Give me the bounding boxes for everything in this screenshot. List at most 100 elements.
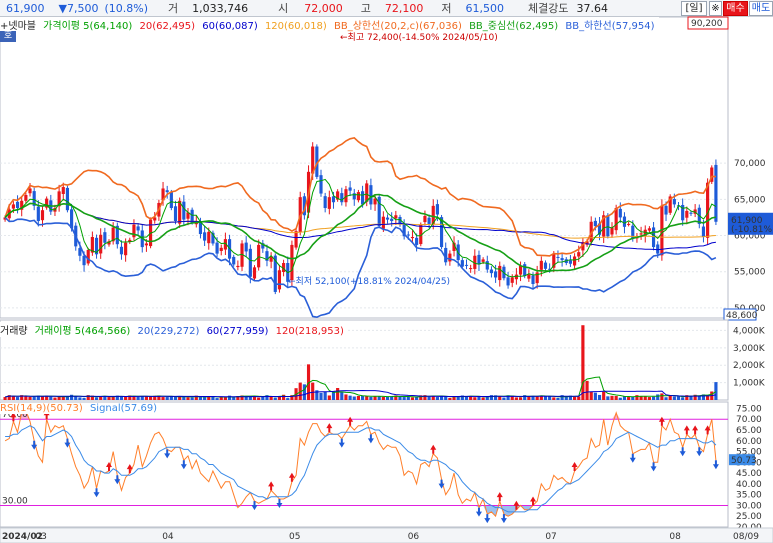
- price-panel: 50,00055,00060,00065,00070,00090,20048,6…: [0, 16, 773, 321]
- volume-bar: [552, 397, 556, 400]
- volume-bar: [622, 396, 627, 400]
- axis-top-label: 90,200: [691, 19, 723, 29]
- period-button[interactable]: [일]: [681, 1, 707, 16]
- rsi-tick-label: 60.00: [736, 437, 762, 447]
- volume-bar: [510, 395, 514, 400]
- sell-signal-arrow: [93, 488, 100, 498]
- candle-body: [681, 204, 685, 221]
- legend-volume-ma5: 거래이평 5(464,566): [34, 326, 131, 337]
- volume-bar: [419, 395, 423, 400]
- candle-body: [710, 167, 714, 182]
- volume-value: 1,033,746: [192, 1, 249, 15]
- legend-bb-mid: BB_중심선(62,495): [469, 21, 559, 32]
- volume-legend: 거래량 거래이평 5(464,566) 20(229,272) 60(277,9…: [0, 322, 348, 337]
- candle-body: [190, 209, 194, 223]
- candle-body: [207, 231, 211, 244]
- volume-bar: [244, 396, 248, 400]
- ma5-line: [4, 178, 717, 278]
- price-legend: +넷마블 가격이평 5(64,140) 20(62,495) 60(60,087…: [0, 17, 659, 32]
- volume-bar: [485, 396, 489, 400]
- legend-ma60: 60(60,087): [202, 21, 258, 32]
- rsi-tick-label: 35.00: [736, 491, 762, 501]
- candle-body: [464, 264, 469, 266]
- candle-body: [161, 188, 165, 201]
- volume-bar: [7, 395, 11, 400]
- buy-button[interactable]: 매수: [723, 1, 748, 16]
- volume-bar: [543, 396, 548, 400]
- volume-bar: [78, 397, 82, 400]
- volume-bar: [464, 396, 469, 400]
- candle-body: [173, 206, 178, 222]
- candle-body: [240, 243, 244, 267]
- candle-body: [273, 255, 277, 292]
- rsi-tick-label: 40.00: [736, 480, 762, 490]
- rsi-panel: 20.0025.0030.0035.0040.0045.0050.0055.00…: [0, 401, 762, 533]
- candle-body: [45, 198, 49, 208]
- candle-body: [36, 206, 40, 222]
- volume-bar: [656, 394, 660, 400]
- candle-body: [327, 197, 331, 209]
- date-tick-label: 07: [545, 532, 556, 542]
- volume-bar: [489, 395, 494, 400]
- sell-signal-arrow: [338, 438, 345, 448]
- candle-body: [543, 262, 548, 269]
- candle-body: [82, 255, 86, 266]
- star-button[interactable]: ※: [709, 1, 722, 16]
- candle-body: [269, 256, 273, 262]
- buy-signal-arrow: [704, 425, 711, 435]
- candle-body: [356, 192, 361, 201]
- volume-bar: [531, 395, 535, 400]
- volume-bar: [431, 395, 435, 400]
- axis-bottom-label: 48,600: [726, 311, 758, 321]
- volume-bar: [627, 397, 631, 400]
- candle-body: [94, 237, 99, 255]
- volume-bar: [348, 395, 352, 400]
- volume-bar: [136, 396, 140, 400]
- volume-bar: [186, 397, 190, 400]
- buy-signal-arrow: [530, 496, 537, 506]
- volume-tick-label: 2,000K: [733, 361, 766, 371]
- volume-bar: [257, 397, 261, 400]
- signal-line: [5, 425, 717, 513]
- candle-body: [643, 229, 647, 236]
- candle-body: [244, 242, 248, 252]
- volume-bar: [676, 396, 681, 400]
- buy-signal-arrow: [571, 461, 578, 471]
- volume-bar: [232, 396, 236, 400]
- candle-body: [577, 252, 581, 257]
- candle-body: [639, 233, 643, 235]
- volume-bar: [660, 393, 664, 400]
- candle-body: [651, 227, 656, 248]
- volume-bar: [315, 390, 319, 400]
- volume-bar: [685, 395, 689, 400]
- volume-tick-label: 3,000K: [733, 344, 766, 354]
- volume-bar: [498, 396, 502, 400]
- volume-bar: [194, 395, 198, 400]
- candle-body: [377, 196, 381, 227]
- volume-bar: [365, 396, 369, 400]
- current-price-box: [728, 212, 773, 235]
- candle-body: [302, 196, 306, 216]
- candle-body: [24, 194, 28, 201]
- volume-bar: [714, 382, 718, 400]
- candle-body: [627, 223, 631, 225]
- volume-bar: [173, 396, 178, 400]
- bb-upper-line: [4, 137, 716, 257]
- volume-bar: [336, 388, 340, 400]
- volume-bar: [390, 396, 394, 400]
- ho-badge[interactable]: 호: [0, 31, 16, 42]
- volume-bar: [444, 396, 448, 400]
- volume-bar: [215, 398, 219, 400]
- volume-bar: [506, 395, 510, 400]
- volume-bar: [502, 397, 506, 400]
- price-tick-label: 65,000: [734, 195, 766, 205]
- legend-bb-upper: BB_상한선(20,2,c)(67,036): [334, 21, 462, 32]
- volume-bar: [219, 397, 223, 400]
- volume-bar: [15, 397, 20, 400]
- volume-bar: [20, 395, 24, 400]
- candle-body: [706, 182, 710, 238]
- volume-bar: [236, 396, 240, 400]
- candle-body: [581, 242, 585, 251]
